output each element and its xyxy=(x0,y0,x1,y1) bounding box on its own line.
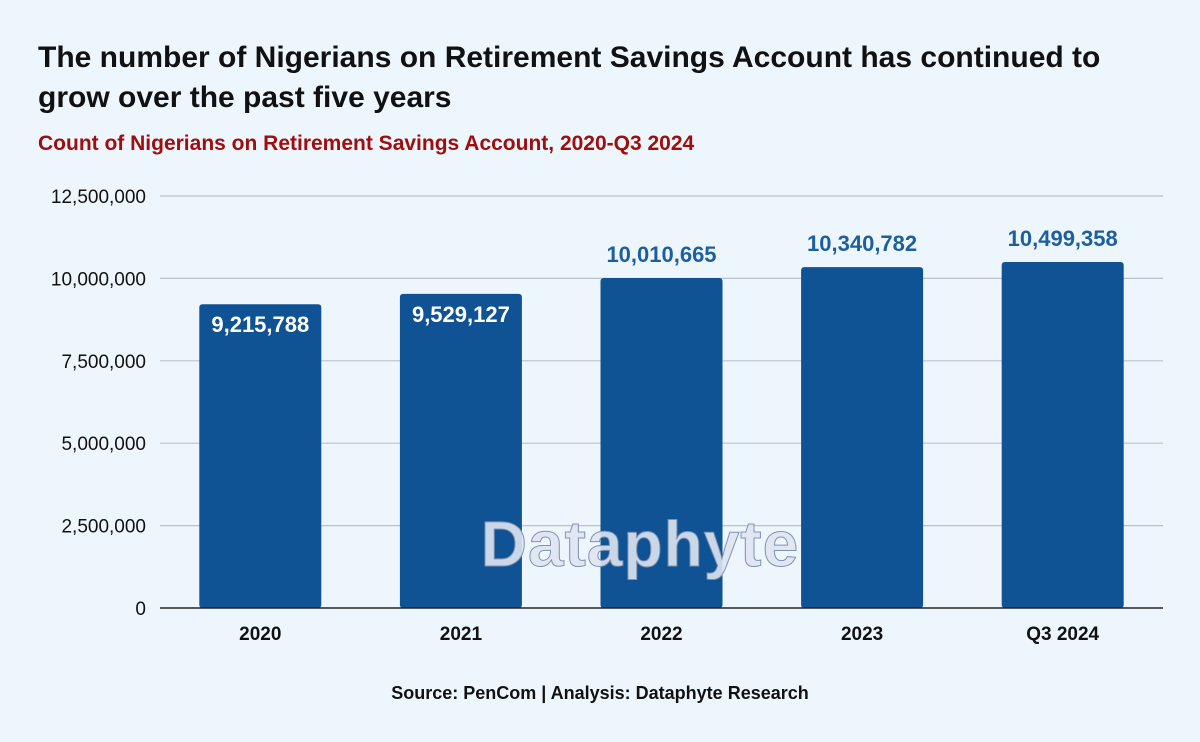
y-tick-label: 12,500,000 xyxy=(51,187,146,208)
x-tick-label: 2021 xyxy=(440,624,483,645)
bar xyxy=(801,267,924,608)
data-label: 10,499,358 xyxy=(1008,226,1118,251)
x-tick-label: 2020 xyxy=(239,624,281,645)
x-tick-label: 2023 xyxy=(841,624,883,645)
source-note: Source: PenCom | Analysis: Dataphyte Res… xyxy=(391,683,809,703)
y-tick-label: 5,000,000 xyxy=(61,434,146,455)
x-tick-label: Q3 2024 xyxy=(1026,624,1099,645)
chart-subtitle: Count of Nigerians on Retirement Savings… xyxy=(38,132,695,155)
data-label: 9,215,788 xyxy=(211,312,309,337)
bar xyxy=(399,293,522,608)
data-label: 10,340,782 xyxy=(807,231,917,256)
chart-title: The number of Nigerians on Retirement Sa… xyxy=(38,41,1101,114)
y-tick-label: 2,500,000 xyxy=(61,517,146,538)
bar xyxy=(1001,261,1124,608)
x-tick-label: 2022 xyxy=(640,624,682,645)
bar xyxy=(600,278,723,608)
data-label: 10,010,665 xyxy=(606,242,716,267)
data-label: 9,529,127 xyxy=(412,302,510,327)
y-tick-label: 7,500,000 xyxy=(61,352,146,373)
y-tick-label: 0 xyxy=(135,599,146,620)
y-tick-label: 10,000,000 xyxy=(51,269,146,290)
bar xyxy=(199,304,322,608)
watermark-logo: Dataphyte xyxy=(481,508,799,580)
